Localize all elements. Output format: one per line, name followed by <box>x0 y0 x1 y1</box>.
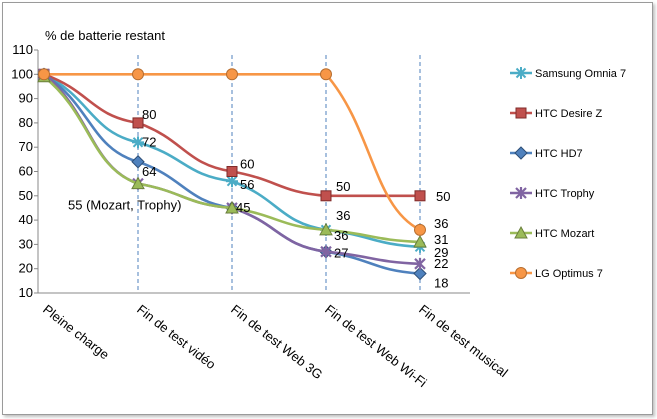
data-label: 36 <box>334 228 348 243</box>
data-label: 60 <box>240 157 254 172</box>
data-label: 22 <box>434 256 448 271</box>
data-point-marker <box>226 68 238 81</box>
x-category-label: Pleine charge <box>40 302 112 363</box>
data-label: 36 <box>336 208 350 223</box>
data-point-marker <box>132 68 144 81</box>
y-tick-label: 20 <box>19 261 33 276</box>
y-tick-label: 40 <box>19 212 33 227</box>
x-category-label: Fin de test musical <box>416 302 511 381</box>
legend-label: HTC Trophy <box>535 188 595 200</box>
data-label: 18 <box>434 276 448 291</box>
data-label: 45 <box>236 200 250 215</box>
legend: Samsung Omnia 7 HTC Desire Z HTC HD7 HTC Tr… <box>510 67 626 280</box>
data-label: 36 <box>434 216 448 231</box>
data-point-marker <box>414 190 426 202</box>
data-point-marker <box>514 225 528 239</box>
legend-label: HTC Desire Z <box>535 108 603 120</box>
series-line <box>44 72 421 231</box>
data-label: 29 <box>434 245 448 260</box>
data-point-marker <box>413 266 427 281</box>
legend-label: Samsung Omnia 7 <box>535 68 626 80</box>
x-axis: Pleine charge Fin de test vidéo Fin de tes… <box>38 292 511 391</box>
data-point-marker <box>226 175 238 188</box>
data-point-marker <box>515 187 527 199</box>
data-point-marker <box>413 234 427 248</box>
data-label: 50 <box>436 189 450 204</box>
data-label: 64 <box>142 164 156 179</box>
data-point-marker <box>320 245 332 258</box>
data-point-marker <box>131 155 145 169</box>
y-tick-label: 90 <box>19 91 33 106</box>
y-tick-label: 10 <box>19 285 33 300</box>
y-tick-label: 100 <box>11 66 33 81</box>
data-point-marker <box>319 222 333 236</box>
data-label: 55 (Mozart, Trophy) <box>68 198 181 213</box>
data-labels: 80 72 64 55 (Mozart, Trophy) 60 56 45 50 36 36 27 5… <box>68 107 450 291</box>
data-point-marker <box>131 176 145 190</box>
y-tick-label: 30 <box>19 236 33 251</box>
legend-item: LG Optimus 7 <box>510 267 603 280</box>
data-point-marker <box>38 68 50 81</box>
legend-item: HTC Trophy <box>510 187 595 200</box>
data-point-marker <box>514 146 528 160</box>
data-label: 56 <box>240 177 254 192</box>
x-category-label: Fin de test vidéo <box>134 302 218 373</box>
y-axis: 10 20 30 40 50 60 70 80 90 100 110 <box>11 42 39 300</box>
data-point-marker <box>320 190 332 202</box>
data-label: 27 <box>334 246 348 261</box>
x-category-label: Fin de test Web Wi-Fi <box>322 302 430 391</box>
y-tick-label: 60 <box>19 164 33 179</box>
data-label: 31 <box>434 232 448 247</box>
y-tick-label: 110 <box>12 42 33 57</box>
y-tick-label: 70 <box>19 139 33 154</box>
data-point-marker <box>226 166 238 177</box>
data-point-marker <box>515 67 527 79</box>
y-axis-label: % de batterie restant <box>45 28 165 43</box>
data-label: 72 <box>142 134 156 149</box>
data-point-marker <box>515 107 527 119</box>
data-point-marker <box>414 223 426 236</box>
data-point-marker <box>132 136 144 149</box>
y-tick-label: 80 <box>19 115 33 130</box>
data-point-marker <box>414 257 426 270</box>
data-label: 80 <box>142 107 156 122</box>
legend-item: Samsung Omnia 7 <box>510 67 626 80</box>
data-point-marker <box>320 68 332 81</box>
data-point-marker <box>225 200 239 214</box>
x-category-label: Fin de test Web 3G <box>228 302 325 383</box>
data-label: 50 <box>336 179 350 194</box>
series-group <box>37 67 427 281</box>
legend-label: HTC Mozart <box>535 228 594 240</box>
legend-label: LG Optimus 7 <box>535 268 603 280</box>
legend-item: HTC Mozart <box>510 225 594 240</box>
series-lg-optimus-7 <box>38 68 426 236</box>
legend-label: HTC HD7 <box>535 148 583 160</box>
legend-item: HTC HD7 <box>510 146 583 160</box>
legend-item: HTC Desire Z <box>510 107 603 120</box>
y-tick-label: 50 <box>19 188 33 203</box>
data-point-marker <box>515 267 527 279</box>
data-point-marker <box>132 117 144 129</box>
